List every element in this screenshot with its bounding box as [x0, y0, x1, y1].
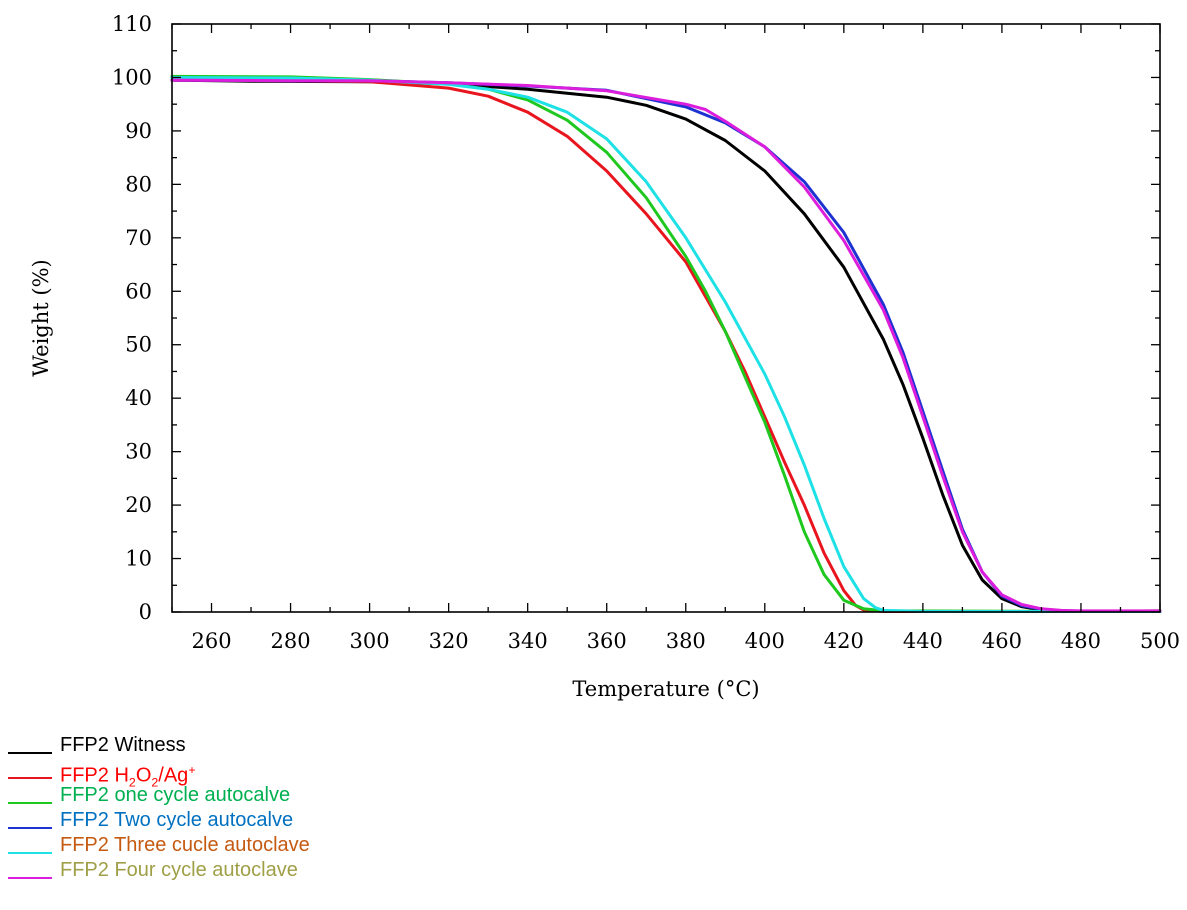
legend-swatch-three-cycle	[8, 852, 52, 854]
legend-item-h2o2-ag: FFP2 H2O2/Ag+	[8, 758, 608, 790]
y-tick-label: 30	[125, 440, 152, 464]
legend-swatch-witness	[8, 752, 52, 754]
y-tick-label: 40	[125, 386, 152, 410]
legend-label-h2o2-ag-part3: /Ag	[158, 764, 189, 787]
y-axis-title: Weight (%)	[29, 259, 53, 376]
legend-label-h2o2-ag: FFP2 H2O2/Ag+	[60, 758, 196, 796]
y-tick-label: 20	[125, 493, 152, 517]
series-line-four-cycle	[170, 78, 1162, 613]
plot-lines	[170, 74, 1162, 613]
y-tick-label: 90	[125, 119, 152, 143]
legend-label-h2o2-ag-sup: +	[188, 763, 196, 777]
x-tick-label: 480	[1061, 629, 1101, 653]
legend-label-four-cycle: FFP2 Four cycle autoclave	[60, 859, 298, 881]
legend-item-one-cycle: FFP2 one cycle autocalve	[8, 783, 608, 808]
legend-swatch-two-cycle	[8, 827, 52, 829]
x-axis-title: Temperature (°C)	[572, 677, 759, 701]
x-tick-label: 460	[982, 629, 1022, 653]
y-tick-label: 100	[112, 65, 152, 89]
legend-label-three-cycle: FFP2 Three cucle autoclave	[60, 834, 310, 856]
y-tick-label: 110	[112, 12, 152, 36]
legend-label-h2o2-ag-sub1: 2	[128, 775, 136, 790]
x-tick-label: 340	[508, 629, 548, 653]
legend-item-witness: FFP2 Witness	[8, 733, 608, 758]
series-line-witness	[170, 78, 1162, 613]
legend-item-three-cycle: FFP2 Three cucle autoclave	[8, 833, 608, 858]
x-tick-label: 400	[745, 629, 785, 653]
y-tick-label: 50	[125, 333, 152, 357]
x-tick-label: 440	[903, 629, 943, 653]
legend-swatch-h2o2-ag	[8, 777, 52, 779]
series-line-three-cycle	[170, 76, 1162, 613]
y-tick-label: 80	[125, 172, 152, 196]
x-tick-label: 420	[824, 629, 864, 653]
x-tick-label: 500	[1140, 629, 1180, 653]
x-tick-label: 280	[271, 629, 311, 653]
legend-label-witness: FFP2 Witness	[60, 734, 186, 756]
legend-label-one-cycle: FFP2 one cycle autocalve	[60, 784, 291, 806]
x-tick-label: 380	[666, 629, 706, 653]
x-tick-label: 360	[587, 629, 627, 653]
x-tick-label: 320	[429, 629, 469, 653]
y-tick-label: 60	[125, 279, 152, 303]
legend-label-h2o2-ag-part2: O	[135, 764, 152, 787]
x-tick-label: 260	[191, 629, 231, 653]
legend: FFP2 Witness FFP2 H2O2/Ag+ FFP2 one cycl…	[8, 733, 608, 883]
legend-item-four-cycle: FFP2 Four cycle autoclave	[8, 858, 608, 883]
legend-label-two-cycle: FFP2 Two cycle autocalve	[60, 809, 294, 831]
series-line-two-cycle	[170, 78, 1162, 613]
legend-item-two-cycle: FFP2 Two cycle autocalve	[8, 808, 608, 833]
legend-label-h2o2-ag-part1: FFP2 H	[60, 764, 129, 787]
y-axis-tick-labels: 0 10 20 30 40 50 60 70 80 90 100 110	[112, 12, 152, 624]
y-tick-label: 10	[125, 547, 152, 571]
legend-swatch-one-cycle	[8, 802, 52, 804]
legend-label-h2o2-ag-sub2: 2	[151, 775, 159, 790]
y-tick-label: 0	[139, 600, 152, 624]
series-line-h2o2-ag	[170, 78, 1162, 613]
x-tick-label: 300	[350, 629, 390, 653]
legend-swatch-four-cycle	[8, 877, 52, 879]
series-line-one-cycle	[170, 74, 1162, 613]
y-tick-label: 70	[125, 226, 152, 250]
x-axis-tick-labels: 260 280 300 320 340 360 380 400 420 440 460 480 500	[191, 629, 1180, 653]
tga-weight-loss-chart: 260 280 300 320 340 360 380 400 420 440 460 480 500 …	[29, 12, 1180, 701]
axis-ticks	[171, 23, 1161, 613]
